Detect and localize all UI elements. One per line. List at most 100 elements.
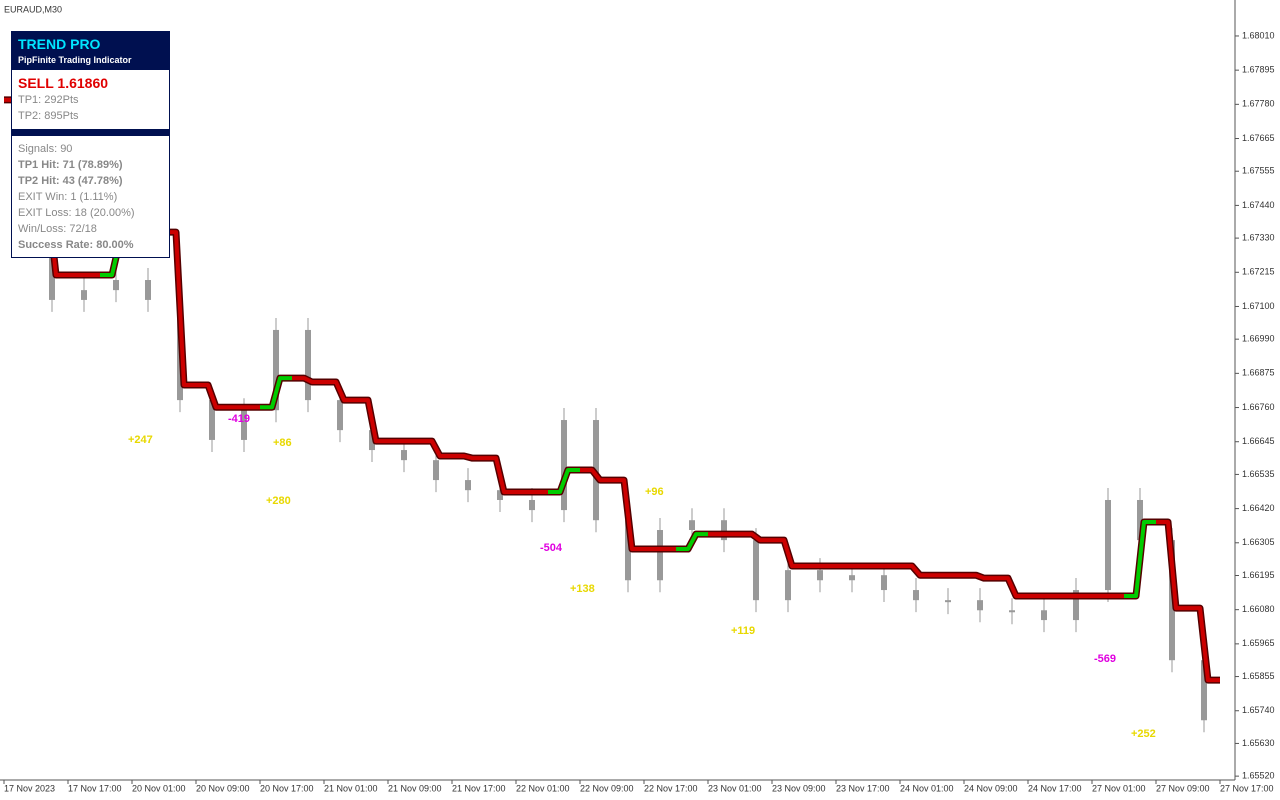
tp-line: TP1: 292Pts	[18, 94, 79, 106]
stat: EXIT Loss: 18 (20.00%)	[18, 207, 135, 219]
indicator-panel: TREND PRO PipFinite Trading Indicator SE…	[11, 31, 170, 258]
panel-name: TREND PRO	[18, 36, 101, 52]
trade-label: -419	[228, 413, 250, 425]
trend-line	[1188, 606, 1220, 683]
trend-line	[420, 439, 452, 458]
x-tick-label: 21 Nov 17:00	[452, 783, 506, 793]
trend-line	[164, 230, 196, 387]
trend-line	[612, 478, 644, 552]
y-tick-label: 1.65965	[1242, 638, 1275, 648]
candle-body	[497, 490, 503, 500]
trend-line	[324, 379, 356, 403]
candle-body	[113, 280, 119, 291]
y-tick-label: 1.65520	[1242, 771, 1275, 781]
y-tick-label: 1.67780	[1242, 99, 1275, 109]
candle-body	[785, 570, 791, 601]
candle-body	[977, 600, 983, 611]
y-tick-label: 1.68010	[1242, 30, 1275, 40]
y-tick-label: 1.67895	[1242, 65, 1275, 75]
trade-label: +252	[1131, 728, 1156, 740]
trade-label: +86	[273, 437, 292, 449]
candle-body	[1073, 590, 1079, 621]
x-tick-label: 23 Nov 09:00	[772, 783, 826, 793]
candle-body	[1009, 610, 1015, 613]
candle-body	[1041, 610, 1047, 621]
x-tick-label: 27 Nov 17:00	[1220, 783, 1274, 793]
trend-line	[900, 563, 932, 578]
trend-line	[676, 532, 708, 552]
x-tick-label: 24 Nov 01:00	[900, 783, 954, 793]
candle-body	[625, 520, 631, 581]
y-tick-label: 1.66535	[1242, 469, 1275, 479]
y-tick-label: 1.67100	[1242, 301, 1275, 311]
y-tick-label: 1.67440	[1242, 200, 1275, 210]
candle-body	[401, 450, 407, 461]
candle-body	[209, 400, 215, 440]
stat: Signals: 90	[18, 143, 73, 155]
trade-label: +138	[570, 583, 595, 595]
x-tick-label: 17 Nov 2023	[4, 783, 55, 793]
trade-label: -504	[540, 542, 563, 554]
candle-body	[753, 540, 759, 601]
candle-body	[945, 600, 951, 603]
x-tick-label: 20 Nov 09:00	[196, 783, 250, 793]
y-tick-label: 1.67665	[1242, 133, 1275, 143]
x-tick-label: 22 Nov 09:00	[580, 783, 634, 793]
y-tick-label: 1.66760	[1242, 402, 1275, 412]
x-tick-label: 20 Nov 17:00	[260, 783, 314, 793]
trend-line	[580, 467, 612, 483]
y-tick-label: 1.66875	[1242, 368, 1275, 378]
candle-body	[465, 480, 471, 491]
y-tick-label: 1.65630	[1242, 738, 1275, 748]
candle-body	[529, 499, 535, 511]
trend-line	[484, 456, 516, 494]
trade-label: +280	[266, 495, 291, 507]
trend-line	[260, 376, 292, 410]
panel-header: TREND PRO PipFinite Trading Indicator	[12, 32, 169, 70]
candle-body	[369, 430, 375, 451]
stat: TP2 Hit: 43 (47.78%)	[18, 175, 123, 187]
divider	[12, 129, 169, 136]
y-tick-label: 1.66195	[1242, 570, 1275, 580]
trend-line	[196, 382, 228, 410]
candle-body	[273, 329, 279, 411]
x-tick-label: 23 Nov 01:00	[708, 783, 762, 793]
candle-body	[689, 520, 695, 531]
trend-line	[772, 538, 804, 568]
candle-body	[849, 575, 855, 581]
y-tick-label: 1.65855	[1242, 671, 1275, 681]
candle-body	[913, 590, 919, 601]
candle-body	[657, 530, 663, 581]
trend-line	[1156, 519, 1188, 611]
stat: TP1 Hit: 71 (78.89%)	[18, 159, 123, 171]
y-tick-label: 1.67330	[1242, 232, 1275, 242]
candle-body	[817, 570, 823, 581]
panel-subtitle: PipFinite Trading Indicator	[18, 55, 132, 65]
trend-line	[740, 532, 772, 543]
candle-body	[561, 420, 567, 511]
candle-body	[1137, 499, 1143, 541]
stat: Win/Loss: 72/18	[18, 223, 97, 235]
trade-label: -569	[1094, 653, 1116, 665]
y-tick-label: 1.66645	[1242, 436, 1275, 446]
trend-line	[996, 576, 1028, 598]
stat: Success Rate: 80.00%	[18, 239, 134, 251]
x-tick-label: 27 Nov 01:00	[1092, 783, 1146, 793]
candle-body	[1201, 660, 1207, 721]
candle-body	[881, 575, 887, 591]
candle-body	[1105, 499, 1111, 591]
candle-body	[721, 520, 727, 541]
x-tick-label: 17 Nov 17:00	[68, 783, 122, 793]
x-tick-label: 22 Nov 17:00	[644, 783, 698, 793]
candle-body	[337, 400, 343, 431]
candle-body	[305, 329, 311, 401]
y-tick-label: 1.65740	[1242, 705, 1275, 715]
candle-body	[81, 290, 87, 300]
x-tick-label: 24 Nov 17:00	[1028, 783, 1082, 793]
x-tick-label: 21 Nov 01:00	[324, 783, 378, 793]
candle-body	[145, 280, 151, 300]
x-tick-label: 20 Nov 01:00	[132, 783, 186, 793]
trend-line	[292, 376, 324, 384]
